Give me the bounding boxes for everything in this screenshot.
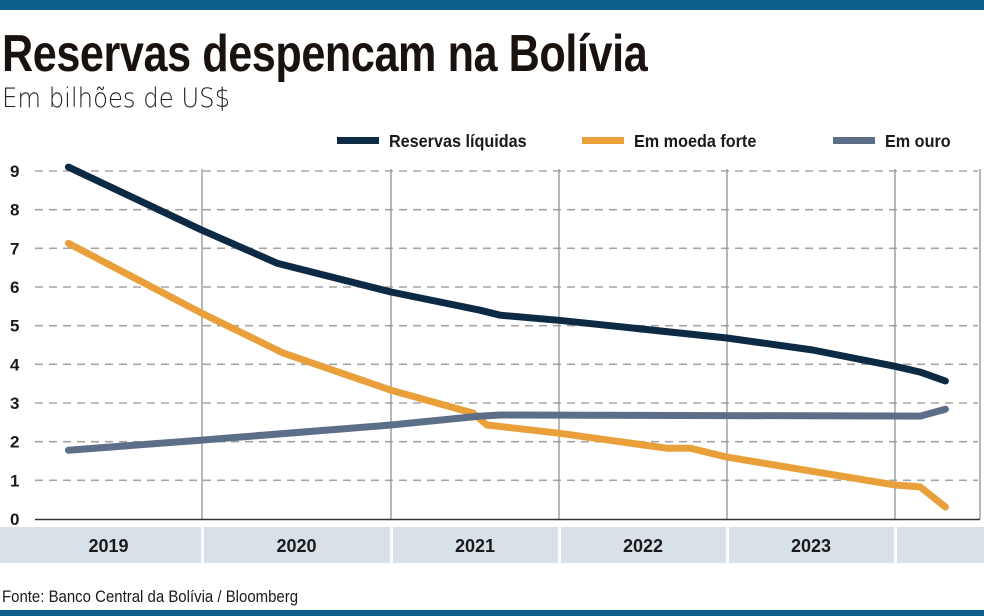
y-tick-label: 9: [10, 162, 19, 181]
series-line-1: [64, 239, 949, 511]
legend-label: Reservas líquidas: [389, 131, 527, 151]
x-category-band: [393, 527, 558, 563]
x-tick-label: 2020: [276, 536, 316, 556]
y-tick-label: 6: [10, 278, 19, 297]
x-category-band: [897, 527, 984, 563]
chart-title: Reservas despencam na Bolívia: [2, 25, 648, 83]
y-tick-label: 3: [10, 394, 19, 413]
y-tick-label: 0: [10, 510, 19, 529]
legend-swatch: [337, 137, 379, 144]
legend-label: Em moeda forte: [634, 131, 756, 151]
source-note: Fonte: Banco Central da Bolívia / Bloomb…: [2, 587, 299, 606]
legend-swatch: [582, 137, 624, 144]
legend-swatch: [833, 137, 875, 144]
y-tick-label: 2: [10, 433, 19, 452]
y-tick-label: 8: [10, 201, 19, 220]
y-tick-label: 5: [10, 317, 19, 336]
top-brand-bar: [0, 0, 984, 10]
legend-label: Em ouro: [885, 131, 951, 151]
x-tick-label: 2021: [455, 536, 495, 556]
y-tick-label: 1: [10, 471, 19, 490]
x-tick-label: 2023: [791, 536, 831, 556]
x-category-band: [204, 527, 390, 563]
chart-subtitle: Em bilhões de US$: [2, 83, 231, 114]
y-tick-label: 4: [10, 355, 20, 374]
series-line-0: [64, 163, 949, 385]
x-tick-label: 2022: [623, 536, 663, 556]
x-category-band: [0, 527, 201, 563]
x-category-band: [561, 527, 726, 563]
bottom-brand-bar: [0, 610, 984, 616]
x-tick-label: 2019: [88, 536, 128, 556]
series-line-2: [64, 405, 949, 454]
y-tick-label: 7: [10, 239, 19, 258]
x-category-band: [729, 527, 894, 563]
